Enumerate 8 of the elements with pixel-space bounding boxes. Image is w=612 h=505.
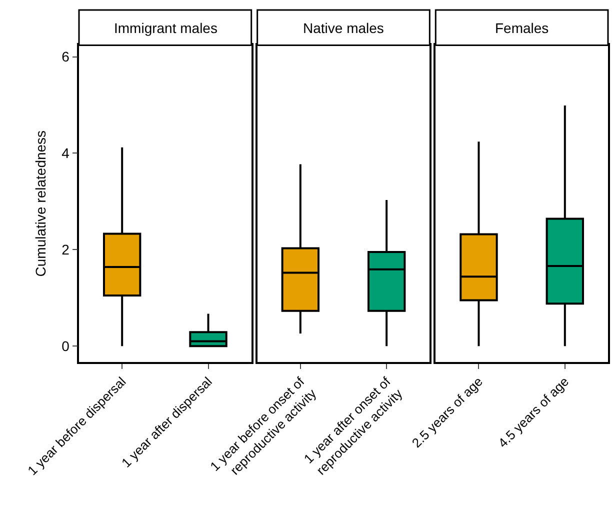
y-tick-label: 0	[62, 338, 70, 354]
chart-title: Females	[495, 20, 549, 36]
chart-title: Native males	[303, 20, 384, 36]
y-tick-label: 6	[62, 48, 70, 65]
chart-title: Immigrant males	[114, 20, 218, 36]
y-axis-title: Cumulative relatedness	[32, 130, 49, 277]
y-tick-label: 4	[62, 145, 70, 162]
y-tick-label: 2	[62, 242, 70, 258]
